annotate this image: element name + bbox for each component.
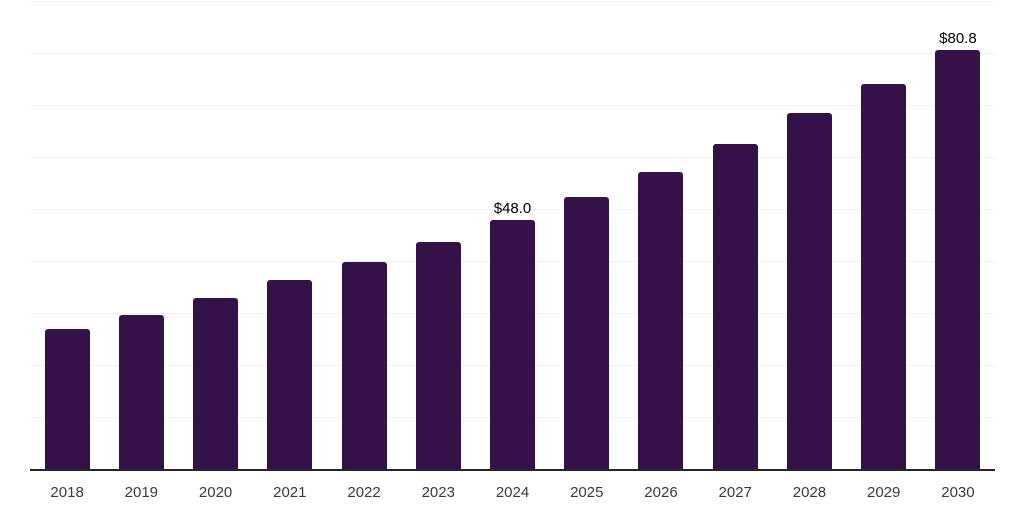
bar-2022 <box>341 262 387 470</box>
gridline-50 <box>30 209 995 211</box>
bar-2018 <box>44 329 90 470</box>
bar-2019 <box>118 315 164 470</box>
gridline-80 <box>30 53 995 55</box>
x-tick-label-2024: 2024 <box>495 484 530 501</box>
x-tick-label-2020: 2020 <box>198 484 233 501</box>
x-tick-label-2027: 2027 <box>718 484 752 501</box>
bar-value-label-2024: $48.0 <box>493 200 532 218</box>
bar-slot-2024: $48.0 <box>475 0 549 470</box>
bar-slot-2022 <box>327 0 401 470</box>
x-tick-label-2026: 2026 <box>644 484 678 501</box>
x-tick-label-2022: 2022 <box>347 484 381 501</box>
bar-slot-2030: $80.8 <box>921 0 995 470</box>
bar-2021 <box>267 279 313 470</box>
bar-2025 <box>564 196 610 470</box>
x-tick-label-2019: 2019 <box>124 484 159 501</box>
plot-area: $48.0 $80.8 <box>30 0 995 471</box>
x-tick-label-2028: 2028 <box>792 484 827 501</box>
gridline-90 <box>30 1 995 3</box>
bar-slot-2019 <box>104 0 178 470</box>
x-tick-label-2029: 2029 <box>867 484 901 501</box>
bar-slot-2028 <box>772 0 846 470</box>
bar-2026 <box>638 171 684 470</box>
bar-2027 <box>712 143 758 470</box>
bar-2030: $80.8 <box>935 31 981 470</box>
bar-2020 <box>193 298 239 470</box>
bar-slot-2027 <box>698 0 772 470</box>
bar-slot-2021 <box>253 0 327 470</box>
bar-value-label-2030: $80.8 <box>939 29 977 47</box>
x-tick-label-2018: 2018 <box>50 484 84 501</box>
x-tick-label-2030: 2030 <box>941 484 975 501</box>
x-tick-label-2025: 2025 <box>570 484 604 501</box>
x-tick-label-2023: 2023 <box>421 484 455 501</box>
x-axis-line <box>30 469 995 471</box>
bar-2028 <box>786 113 832 470</box>
bar-2029 <box>861 83 907 470</box>
bar-slot-2023 <box>401 0 475 470</box>
bar-slot-2018 <box>30 0 104 470</box>
x-tick-label-2021: 2021 <box>273 484 307 501</box>
bar-slot-2026 <box>624 0 698 470</box>
bar-2023 <box>415 242 461 470</box>
gridline-70 <box>30 105 995 107</box>
x-axis-tick-labels: 2018 2019 2020 2021 2022 2023 2024 2025 2026 2027… <box>30 472 995 502</box>
gridline-60 <box>30 157 995 159</box>
bar-slot-2025 <box>550 0 624 470</box>
bars-row: $48.0 $80.8 <box>30 0 995 470</box>
bar-2024: $48.0 <box>490 201 536 470</box>
bar-slot-2029 <box>847 0 921 470</box>
bar-slot-2020 <box>178 0 252 470</box>
